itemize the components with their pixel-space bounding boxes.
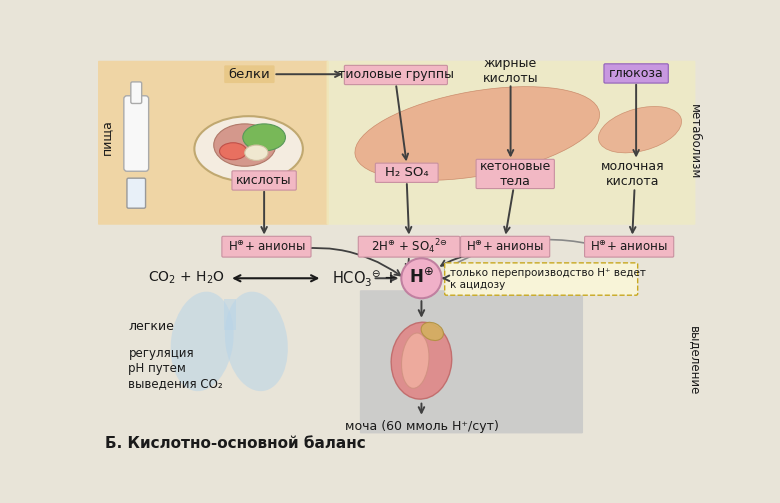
Ellipse shape (214, 124, 276, 166)
Text: Б. Кислотно-основной баланс: Б. Кислотно-основной баланс (105, 436, 366, 451)
Ellipse shape (402, 333, 429, 388)
Text: только перепроизводство Н⁺ ведет
к ацидозу: только перепроизводство Н⁺ ведет к ацидо… (450, 268, 646, 290)
Text: H$^⊕$+ анионы: H$^⊕$+ анионы (590, 239, 668, 254)
Text: CO$_2$ + H$_2$O: CO$_2$ + H$_2$O (148, 270, 225, 287)
Text: 2H$^⊕$ + SO$_4$$^{2⊖}$: 2H$^⊕$ + SO$_4$$^{2⊖}$ (370, 237, 448, 256)
Text: метаболизм: метаболизм (688, 104, 700, 179)
Text: глюкоза: глюкоза (608, 67, 664, 80)
FancyBboxPatch shape (445, 263, 638, 295)
Ellipse shape (355, 87, 600, 181)
FancyBboxPatch shape (584, 236, 674, 257)
FancyBboxPatch shape (232, 171, 296, 190)
Text: H$^⊕$+ анионы: H$^⊕$+ анионы (466, 239, 544, 254)
FancyBboxPatch shape (360, 290, 583, 434)
Text: H$^⊕$: H$^⊕$ (409, 269, 434, 288)
Text: +: + (384, 269, 397, 287)
Text: H₂ SO₄: H₂ SO₄ (385, 166, 428, 179)
Bar (224, 299, 236, 330)
FancyBboxPatch shape (224, 65, 275, 83)
Ellipse shape (598, 107, 682, 153)
FancyBboxPatch shape (131, 82, 142, 104)
Text: тиоловые группы: тиоловые группы (338, 68, 454, 81)
Ellipse shape (243, 124, 285, 151)
FancyBboxPatch shape (327, 61, 696, 225)
FancyBboxPatch shape (460, 236, 550, 257)
Text: HCO$_3$$^⊖$: HCO$_3$$^⊖$ (332, 268, 382, 288)
Ellipse shape (225, 292, 288, 391)
Text: кетоновые
тела: кетоновые тела (480, 160, 551, 188)
FancyBboxPatch shape (98, 61, 329, 225)
Text: моча (60 ммоль Н⁺/сут): моча (60 ммоль Н⁺/сут) (345, 421, 498, 434)
FancyBboxPatch shape (375, 163, 438, 183)
Circle shape (401, 258, 441, 298)
Ellipse shape (171, 292, 234, 391)
Ellipse shape (194, 116, 303, 182)
Text: регуляция
pH путем
выведения CO₂: регуляция pH путем выведения CO₂ (129, 347, 223, 390)
FancyBboxPatch shape (127, 178, 146, 208)
Text: белки: белки (229, 68, 271, 80)
Text: легкие: легкие (129, 319, 175, 332)
FancyBboxPatch shape (222, 236, 311, 257)
Text: кислоты: кислоты (236, 174, 292, 187)
FancyBboxPatch shape (358, 236, 460, 257)
Ellipse shape (245, 145, 268, 160)
Ellipse shape (219, 143, 246, 159)
Text: выделение: выделение (688, 326, 700, 395)
FancyBboxPatch shape (124, 96, 149, 171)
Ellipse shape (421, 322, 444, 341)
Text: жирные
кислоты: жирные кислоты (483, 57, 538, 85)
Text: H$^⊕$+ анионы: H$^⊕$+ анионы (228, 239, 305, 254)
Ellipse shape (391, 322, 452, 399)
FancyBboxPatch shape (476, 159, 555, 189)
FancyBboxPatch shape (604, 64, 668, 83)
FancyBboxPatch shape (344, 65, 448, 85)
Text: пища: пища (101, 119, 113, 155)
Text: молочная
кислота: молочная кислота (601, 160, 664, 188)
